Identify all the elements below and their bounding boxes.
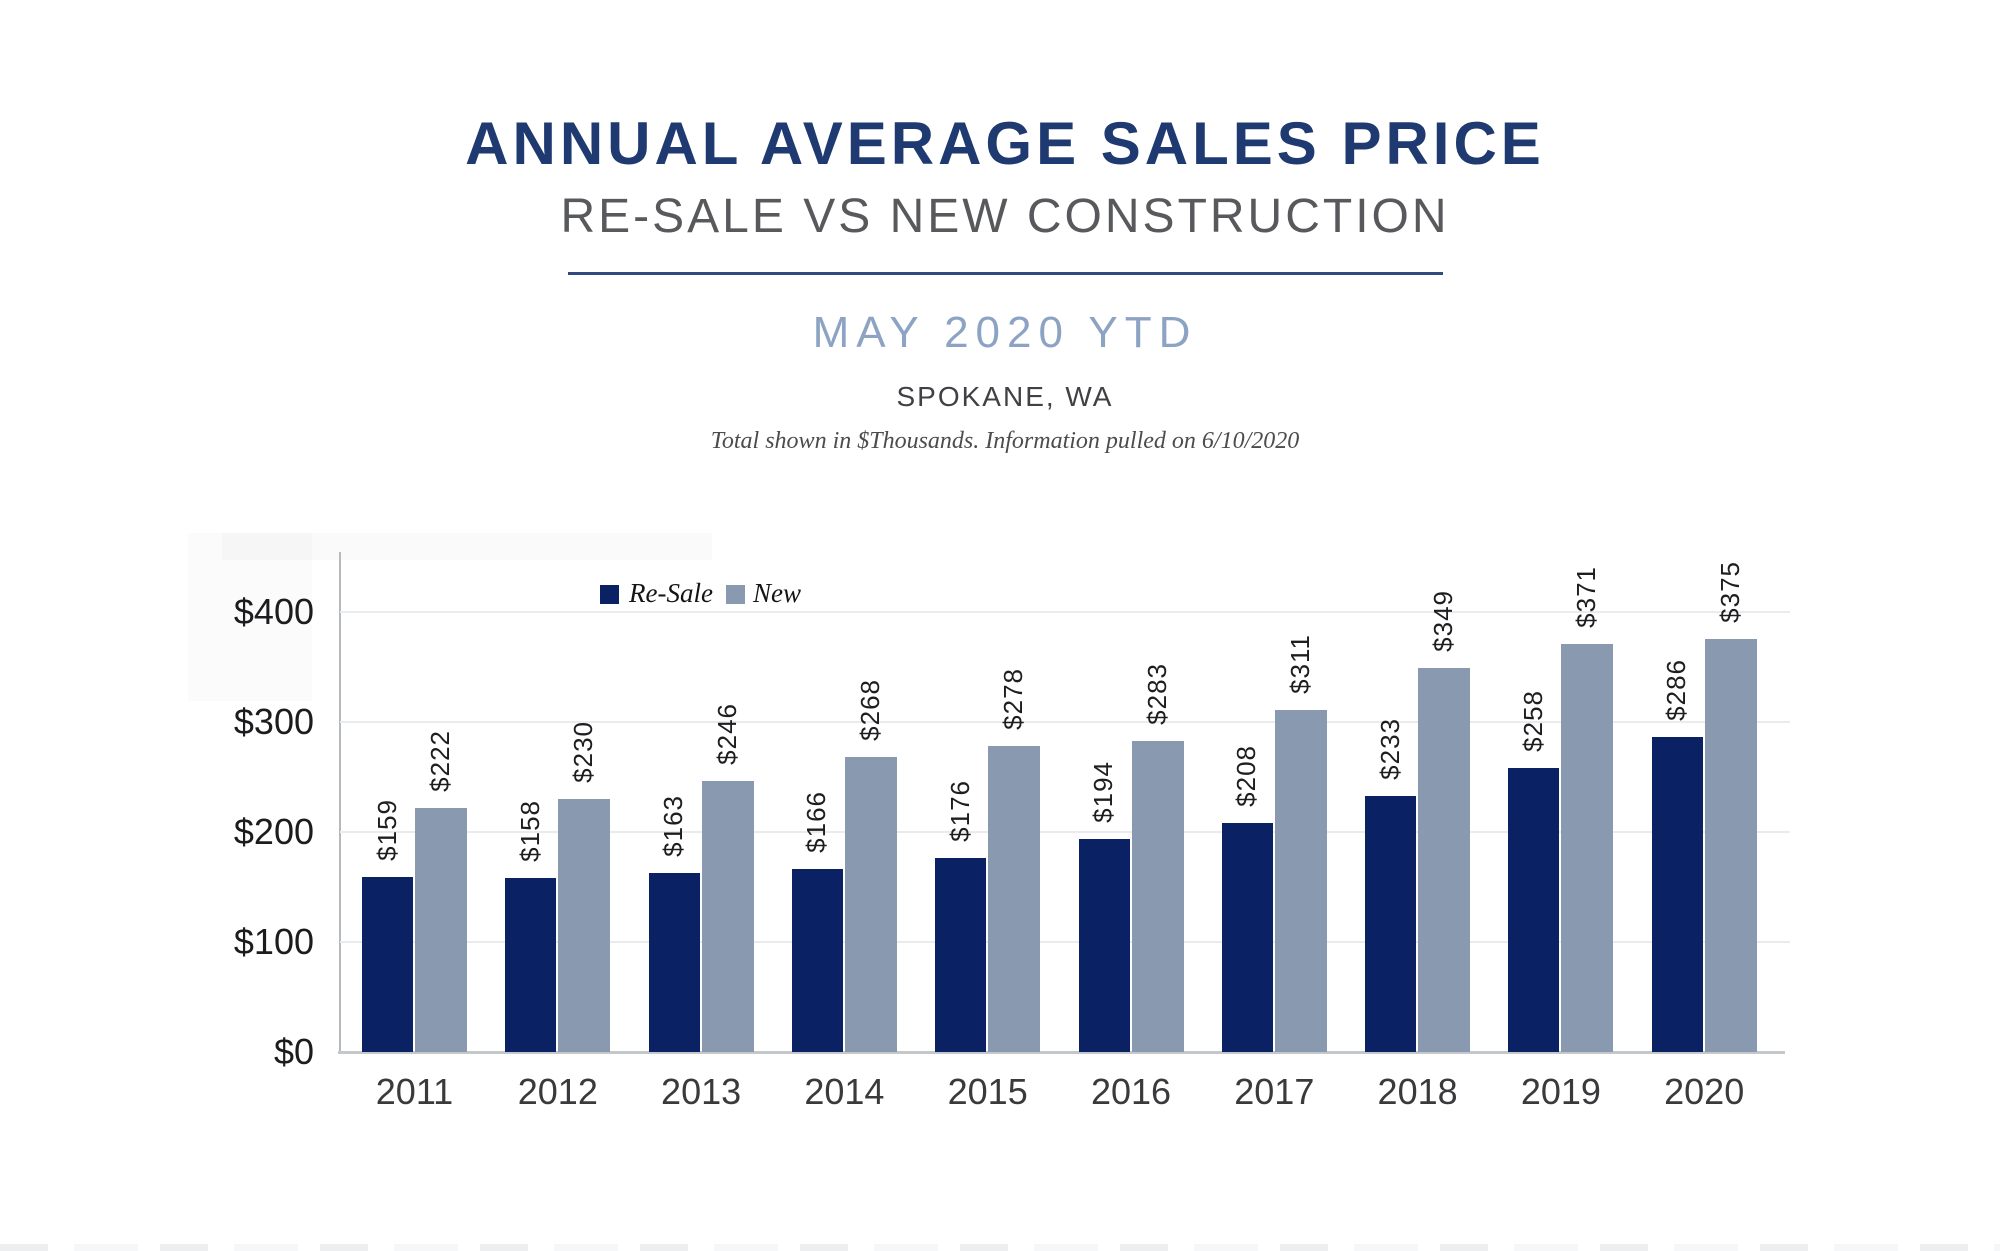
y-tick-$0: $0 — [273, 1031, 314, 1072]
legend-label-new: New — [753, 578, 802, 608]
page-subtitle: RE-SALE VS NEW CONSTRUCTION — [560, 190, 1450, 243]
y-tick-$100: $100 — [233, 921, 314, 962]
bar-resale-2014 — [791, 869, 843, 1052]
y-axis-line — [339, 552, 341, 1052]
legend-swatch-resale — [600, 585, 619, 604]
bar-value-new-2016: $283 — [1141, 663, 1172, 725]
bar-new-2011 — [415, 808, 467, 1052]
x-tick-2017: 2017 — [1234, 1071, 1315, 1112]
bar-resale-2012 — [505, 878, 557, 1052]
x-tick-2011: 2011 — [375, 1071, 454, 1112]
bar-value-resale-2014: $166 — [801, 791, 832, 853]
bar-new-2017 — [1274, 710, 1327, 1052]
gridline-$100 — [340, 941, 1790, 943]
bar-new-2016 — [1131, 741, 1184, 1052]
legend-label-resale: Re-Sale — [629, 578, 713, 608]
bar-resale-2018 — [1365, 796, 1417, 1052]
bar-value-new-2017: $311 — [1284, 634, 1315, 694]
bar-resale-2020 — [1651, 737, 1703, 1052]
bar-value-new-2015: $278 — [998, 668, 1029, 730]
bar-value-new-2012: $230 — [568, 721, 599, 783]
period-label: MAY 2020 YTD — [812, 308, 1198, 357]
page-title: ANNUAL AVERAGE SALES PRICE — [465, 110, 1545, 177]
y-tick-$200: $200 — [233, 811, 314, 852]
bar-value-new-2020: $375 — [1714, 561, 1745, 623]
bar-new-2012 — [558, 799, 611, 1052]
bar-new-2014 — [844, 757, 897, 1052]
bar-new-2018 — [1418, 668, 1471, 1052]
x-tick-2016: 2016 — [1090, 1071, 1172, 1112]
bar-value-resale-2020: $286 — [1661, 659, 1692, 721]
bar-new-2015 — [988, 746, 1041, 1052]
bar-value-resale-2017: $208 — [1231, 745, 1262, 807]
bar-new-2013 — [701, 781, 754, 1052]
gridline-$200 — [340, 831, 1790, 833]
bar-value-resale-2016: $194 — [1088, 761, 1118, 823]
bar-value-new-2018: $349 — [1428, 590, 1459, 652]
bar-value-new-2013: $246 — [711, 703, 742, 765]
bar-value-resale-2011: $159 — [371, 799, 402, 861]
bar-value-resale-2012: $158 — [514, 800, 545, 862]
bar-resale-2011 — [362, 877, 413, 1052]
gridline-$400 — [340, 611, 1790, 613]
bar-value-new-2019: $371 — [1571, 566, 1602, 628]
bar-value-resale-2013: $163 — [658, 795, 689, 857]
bar-new-2020 — [1704, 639, 1757, 1052]
y-tick-$400: $400 — [233, 591, 314, 632]
bottom-crop-artifact — [0, 1244, 2000, 1251]
footnote: Total shown in $Thousands. Information p… — [710, 428, 1300, 454]
gridline-$300 — [340, 721, 1790, 723]
x-tick-2013: 2013 — [661, 1071, 742, 1112]
x-tick-2015: 2015 — [947, 1071, 1028, 1112]
bar-value-resale-2018: $233 — [1374, 718, 1405, 780]
x-axis-baseline — [338, 1051, 1785, 1054]
bar-value-new-2014: $268 — [854, 679, 885, 741]
legend-swatch-new — [726, 585, 745, 604]
bar-resale-2019 — [1508, 768, 1560, 1052]
header-divider — [568, 272, 1443, 275]
location-label: SPOKANE, WA — [896, 381, 1114, 412]
x-tick-2019: 2019 — [1520, 1071, 1601, 1112]
bar-value-resale-2019: $258 — [1517, 690, 1548, 752]
y-tick-$300: $300 — [233, 701, 314, 742]
bar-resale-2017 — [1221, 823, 1273, 1052]
bar-resale-2013 — [648, 873, 700, 1052]
bar-resale-2015 — [935, 858, 987, 1052]
x-tick-2020: 2020 — [1664, 1071, 1745, 1112]
bar-resale-2016 — [1078, 839, 1130, 1052]
bar-new-2019 — [1561, 644, 1614, 1052]
x-tick-2014: 2014 — [804, 1071, 885, 1112]
x-tick-2012: 2012 — [517, 1071, 598, 1112]
x-tick-2018: 2018 — [1377, 1071, 1458, 1112]
bar-value-new-2011: $222 — [425, 730, 455, 792]
bar-value-resale-2015: $176 — [944, 780, 975, 842]
